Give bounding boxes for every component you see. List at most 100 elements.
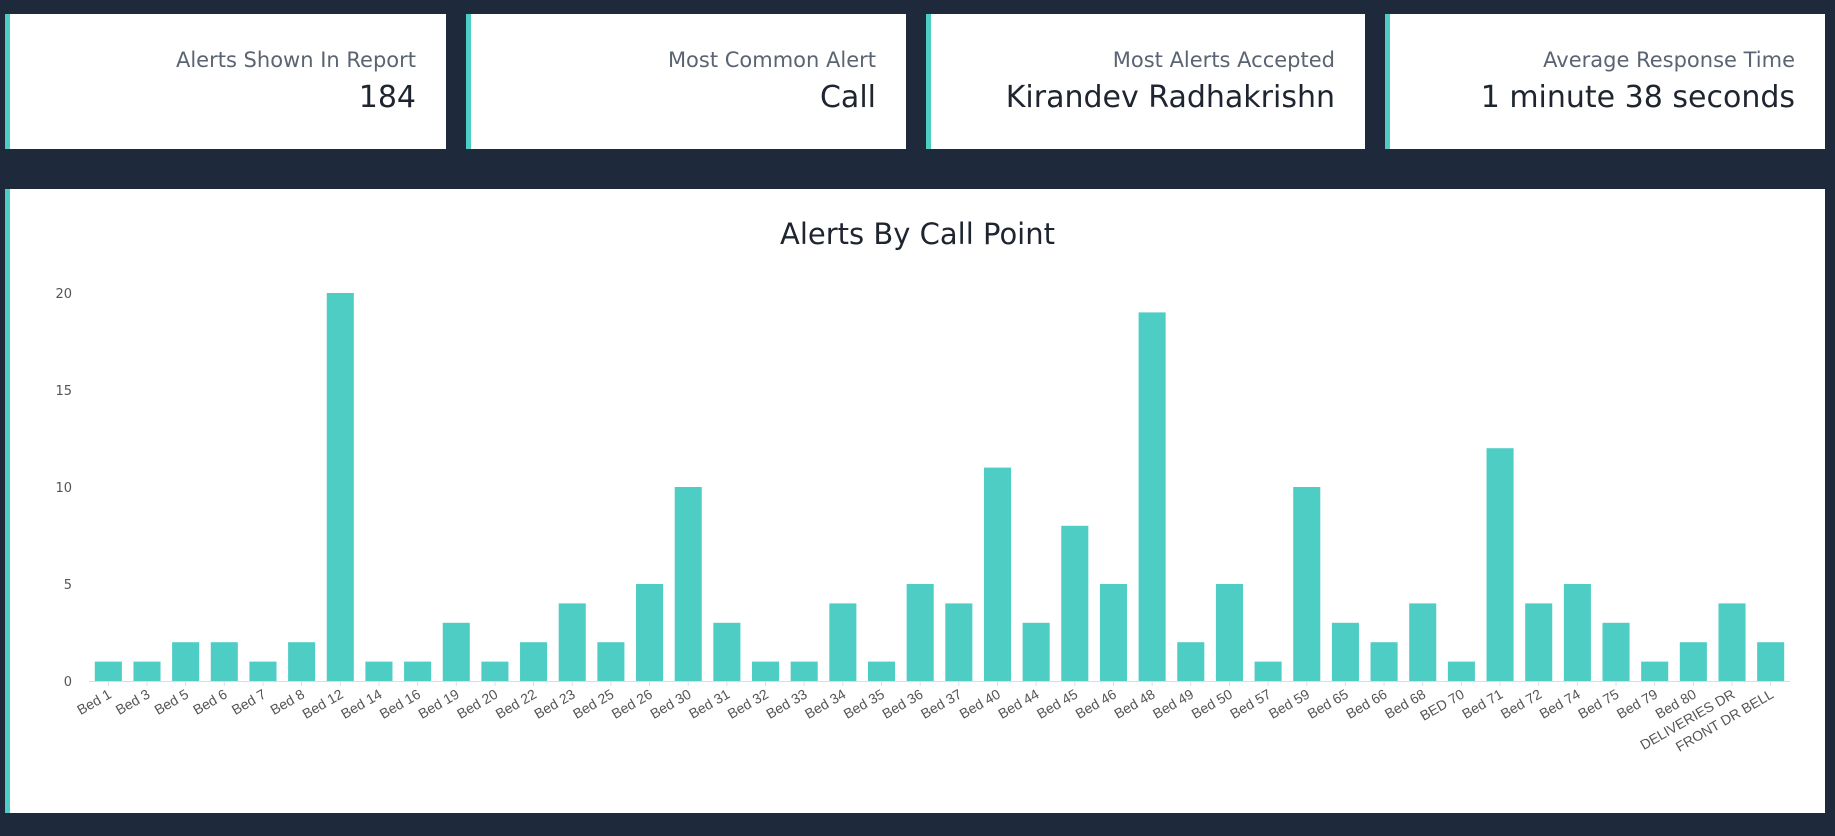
- y-tick-label: 20: [55, 287, 72, 302]
- bar[interactable]: [326, 293, 354, 681]
- x-tick-label: Bed 22: [493, 686, 540, 722]
- x-tick-label: Bed 57: [1227, 686, 1274, 722]
- bar[interactable]: [520, 642, 548, 681]
- x-tick-label: Bed 5: [151, 686, 191, 718]
- x-tick-label: BED 70: [1417, 686, 1467, 724]
- x-tick-label: Bed 12: [299, 686, 346, 722]
- bar[interactable]: [674, 487, 702, 681]
- bar[interactable]: [365, 661, 393, 681]
- bar[interactable]: [636, 584, 664, 681]
- x-tick-label: Bed 66: [1343, 686, 1390, 722]
- stat-card-most-common-alert: Most Common Alert Call: [466, 14, 906, 149]
- bar[interactable]: [172, 642, 200, 681]
- bar[interactable]: [1486, 448, 1514, 681]
- bar[interactable]: [829, 603, 857, 681]
- stat-card-average-response-time: Average Response Time 1 minute 38 second…: [1385, 14, 1825, 149]
- bar[interactable]: [1409, 603, 1437, 681]
- x-tick-label: Bed 74: [1536, 686, 1583, 722]
- x-tick-label: Bed 30: [647, 686, 694, 722]
- x-tick-label: Bed 59: [1266, 686, 1313, 722]
- x-tick-label: Bed 44: [995, 686, 1042, 722]
- x-tick-label: Bed 34: [802, 686, 849, 722]
- bar[interactable]: [1138, 312, 1166, 681]
- bar[interactable]: [249, 661, 277, 681]
- x-tick-label: Bed 7: [229, 686, 269, 718]
- bar[interactable]: [210, 642, 238, 681]
- bar[interactable]: [94, 661, 122, 681]
- x-tick-label: Bed 75: [1575, 686, 1622, 722]
- stat-value: Kirandev Radhakrishn: [1005, 80, 1335, 115]
- x-tick-label: Bed 45: [1034, 686, 1081, 722]
- x-tick-label: Bed 6: [190, 686, 230, 718]
- x-tick-label: Bed 40: [957, 686, 1004, 722]
- bar[interactable]: [1757, 642, 1785, 681]
- bar[interactable]: [404, 661, 432, 681]
- chart-title: Alerts By Call Point: [780, 217, 1055, 251]
- bar[interactable]: [1563, 584, 1591, 681]
- bar[interactable]: [1022, 622, 1050, 681]
- x-tick-label: Bed 31: [686, 686, 733, 722]
- x-tick-label: Bed 26: [609, 686, 656, 722]
- bar[interactable]: [1331, 622, 1359, 681]
- x-tick-label: Bed 25: [570, 686, 617, 722]
- x-tick-label: Bed 71: [1459, 686, 1506, 722]
- bar[interactable]: [906, 584, 934, 681]
- bar[interactable]: [1447, 661, 1475, 681]
- x-tick-label: Bed 32: [725, 686, 772, 722]
- bar[interactable]: [1370, 642, 1398, 681]
- stat-card-alerts-shown: Alerts Shown In Report 184: [5, 14, 446, 149]
- x-tick-label: Bed 37: [918, 686, 965, 722]
- bar[interactable]: [442, 622, 470, 681]
- bar[interactable]: [558, 603, 586, 681]
- bar[interactable]: [288, 642, 316, 681]
- stat-label: Most Alerts Accepted: [1112, 48, 1335, 72]
- bar[interactable]: [790, 661, 818, 681]
- x-tick-label: Bed 79: [1614, 686, 1661, 722]
- x-tick-label: Bed 3: [113, 686, 153, 718]
- bar[interactable]: [983, 467, 1012, 681]
- stat-value: Call: [819, 80, 876, 115]
- bar[interactable]: [1293, 487, 1321, 681]
- bar[interactable]: [1215, 584, 1243, 681]
- x-tick-label: Bed 48: [1111, 686, 1158, 722]
- bar[interactable]: [597, 642, 625, 681]
- bar[interactable]: [133, 661, 161, 681]
- bar[interactable]: [1177, 642, 1205, 681]
- bar[interactable]: [1641, 661, 1669, 681]
- y-tick-label: 5: [64, 578, 72, 593]
- x-tick-label: Bed 72: [1498, 686, 1545, 722]
- x-tick-label: Bed 33: [763, 686, 810, 722]
- stat-label: Average Response Time: [1543, 48, 1795, 72]
- bar[interactable]: [1718, 603, 1746, 681]
- bar[interactable]: [752, 661, 780, 681]
- x-tick-label: Bed 35: [841, 686, 888, 722]
- x-tick-label: Bed 20: [454, 686, 501, 722]
- bar[interactable]: [481, 661, 509, 681]
- stat-label: Alerts Shown In Report: [175, 48, 416, 72]
- y-tick-label: 0: [64, 675, 72, 690]
- stat-value: 184: [358, 80, 416, 115]
- bar[interactable]: [867, 661, 896, 681]
- y-tick-label: 15: [55, 384, 72, 399]
- x-tick-label: Bed 14: [338, 686, 385, 722]
- x-tick-label: Bed 65: [1304, 686, 1351, 722]
- x-tick-label: Bed 50: [1189, 686, 1236, 722]
- bar[interactable]: [1679, 642, 1707, 681]
- bar[interactable]: [1061, 525, 1089, 681]
- bar[interactable]: [945, 603, 973, 681]
- stat-value: 1 minute 38 seconds: [1480, 80, 1795, 115]
- x-tick-label: Bed 49: [1150, 686, 1197, 722]
- bar[interactable]: [1525, 603, 1553, 681]
- x-tick-label: Bed 36: [879, 686, 926, 722]
- x-tick-label: Bed 46: [1073, 686, 1120, 722]
- x-tick-label: Bed 23: [531, 686, 578, 722]
- bar[interactable]: [1602, 622, 1630, 681]
- y-tick-label: 10: [55, 481, 72, 496]
- bar[interactable]: [1254, 661, 1282, 681]
- stat-label: Most Common Alert: [667, 48, 876, 72]
- bar[interactable]: [1099, 584, 1127, 681]
- x-tick-label: Bed 1: [74, 686, 114, 718]
- bar[interactable]: [713, 622, 741, 681]
